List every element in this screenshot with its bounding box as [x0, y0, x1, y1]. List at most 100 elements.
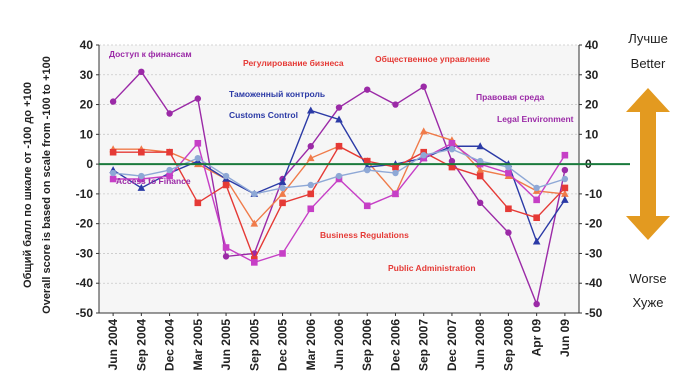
annotation-legal-en: Legal Environment	[497, 114, 574, 124]
data-point	[420, 151, 427, 159]
axes	[96, 44, 582, 316]
x-tick-label: Jun 2004	[106, 319, 120, 371]
worse-label-en: Worse	[629, 271, 666, 286]
y-tick-label-left: -30	[76, 246, 94, 260]
annotation-access-finance-en: Access to Finance	[116, 176, 191, 186]
x-tick-labels: Jun 2004 Sep 2004 Dec 2004 Mar 2005 Jun 2005…	[106, 319, 572, 371]
data-point	[363, 202, 371, 210]
y-tick-label-right: -10	[585, 187, 603, 201]
data-point	[561, 151, 569, 159]
data-point	[561, 195, 569, 203]
data-point	[392, 190, 399, 198]
data-point	[476, 172, 484, 180]
data-point	[306, 154, 315, 162]
worse-label-ru: Хуже	[633, 295, 664, 310]
y-tick-label-right: -20	[585, 217, 603, 231]
data-point	[476, 166, 484, 174]
y-tick-label-left: 0	[86, 157, 93, 171]
data-point	[561, 166, 569, 174]
data-point	[109, 148, 117, 156]
better-label-en: Better	[631, 56, 666, 71]
data-point	[222, 172, 230, 180]
data-point	[222, 181, 230, 189]
data-point	[364, 166, 371, 174]
data-point	[476, 157, 484, 165]
data-point	[251, 190, 258, 198]
annotation-customs-ru: Таможенный контроль	[229, 89, 325, 99]
annotation-legal-ru: Правовая среда	[476, 92, 545, 102]
data-point	[476, 199, 484, 207]
y-tick-label-left: -50	[76, 306, 94, 320]
data-point	[505, 205, 512, 213]
data-point	[364, 86, 371, 93]
y-tick-label-right: 10	[585, 127, 599, 141]
data-point	[166, 166, 173, 174]
x-tick-label: Mar 2006	[304, 319, 318, 371]
data-point	[138, 172, 145, 180]
data-point	[335, 104, 343, 111]
data-point	[109, 169, 117, 177]
data-point	[505, 169, 512, 177]
x-tick-label: Dec 2005	[276, 319, 290, 371]
y-tick-label-right: -40	[585, 276, 603, 290]
data-point	[279, 184, 286, 192]
x-tick-label: Sep 2008	[501, 319, 515, 371]
data-point	[279, 250, 286, 257]
x-tick-label: Jun 2008	[473, 319, 487, 371]
data-point	[335, 142, 343, 150]
annotation-access-finance-ru: Доступ к финансам	[109, 49, 192, 59]
annotation-public-admin-ru: Общественное управление	[375, 54, 490, 64]
y-tick-label-left: 40	[80, 38, 94, 52]
double-arrow-shape	[626, 88, 670, 240]
data-point	[335, 172, 343, 180]
y-tick-label-left: 20	[80, 98, 94, 112]
data-point	[420, 83, 427, 90]
data-point	[137, 183, 146, 191]
y-tick-label-left: 10	[80, 127, 94, 141]
x-tick-label: Jun 2006	[332, 319, 346, 371]
data-point	[561, 189, 569, 197]
annotation-public-admin-en: Public Administration	[388, 263, 476, 273]
data-point	[109, 98, 117, 105]
annotation-business-reg-ru: Регулирование бизнеса	[243, 58, 344, 68]
x-tick-label: Dec 2007	[445, 319, 459, 371]
x-tick-label: Jun 09	[558, 319, 572, 357]
data-point	[307, 190, 315, 198]
data-point	[307, 205, 315, 213]
data-point	[533, 300, 540, 308]
data-point	[363, 157, 371, 165]
data-point	[166, 110, 173, 117]
data-point	[250, 259, 258, 266]
data-point	[166, 148, 173, 156]
y-tick-label-right: -30	[585, 246, 603, 260]
data-point	[533, 196, 540, 204]
data-point	[448, 139, 456, 147]
y-tick-label-left: -20	[76, 217, 94, 231]
y-tick-label-left: 30	[80, 68, 94, 82]
data-point	[194, 199, 202, 207]
data-point	[306, 106, 315, 114]
data-point	[448, 157, 456, 165]
x-tick-label: Dec 2004	[163, 319, 177, 371]
y-tick-label-right: 30	[585, 68, 599, 82]
data-point	[166, 172, 173, 180]
better-label-ru: Лучше	[628, 31, 668, 46]
data-point	[194, 95, 202, 102]
series-0	[109, 68, 569, 308]
y-tick-label-left: -10	[76, 187, 94, 201]
y-tick-label-left: -40	[76, 276, 94, 290]
x-tick-label: Sep 2004	[134, 319, 148, 371]
x-tick-label: Apr 09	[530, 319, 544, 357]
data-point	[194, 154, 202, 162]
x-tick-label: Jun 2005	[219, 319, 233, 371]
x-tick-label: Sep 2006	[360, 319, 374, 371]
series-group	[109, 68, 569, 308]
data-point	[561, 175, 569, 183]
y-tick-label-right: 20	[585, 98, 599, 112]
data-point	[419, 127, 428, 135]
x-tick-label: Sep 2007	[417, 319, 431, 371]
data-point	[194, 139, 202, 147]
data-point	[222, 253, 230, 260]
